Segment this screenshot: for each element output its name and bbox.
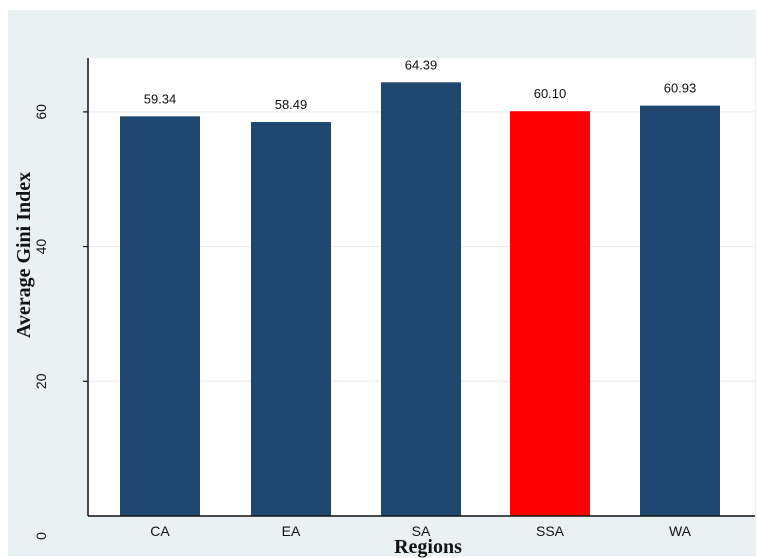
value-label: 64.39 <box>405 57 438 72</box>
y-axis-title: Average Gini Index <box>13 172 35 338</box>
y-tick-label: 60 <box>33 104 49 120</box>
x-tick-label: SSA <box>536 523 565 539</box>
x-tick-label: CA <box>150 523 170 539</box>
bar-ca <box>120 116 200 517</box>
value-label: 59.34 <box>144 91 177 106</box>
x-tick-label: EA <box>282 523 301 539</box>
x-axis-title: Regions <box>394 536 462 558</box>
x-tick-label: SA <box>412 523 431 539</box>
value-labels: 59.34 58.49 64.39 60.10 60.93 <box>144 57 697 112</box>
y-tick-label: 20 <box>33 373 49 389</box>
x-tick-label: WA <box>669 523 692 539</box>
value-label: 60.10 <box>534 86 567 101</box>
y-tick-label: 0 <box>33 532 49 540</box>
bar-wa <box>640 105 720 516</box>
bar-ea <box>251 122 331 517</box>
y-tick-label: 40 <box>33 239 49 255</box>
value-label: 60.93 <box>664 81 697 96</box>
bar-ssa <box>510 111 590 516</box>
bar-sa <box>381 82 461 516</box>
value-label: 58.49 <box>275 97 308 112</box>
tick-labels: CA EA SA SSA WA 0 20 40 60 <box>33 104 692 540</box>
axes <box>83 58 755 517</box>
bars <box>120 82 720 517</box>
